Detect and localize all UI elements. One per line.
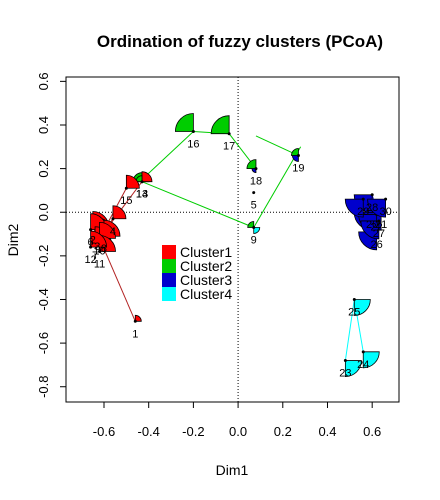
chart-title: Ordination of fuzzy clusters (PCoA) [97,32,383,51]
legend-swatch-1 [162,245,176,259]
point-label-29: 29 [357,206,369,218]
y-tick-label--0.8: -0.8 [36,376,51,398]
y-tick-label-0.4: 0.4 [36,116,51,134]
point-label-18: 18 [250,176,262,188]
y-tick-label--0.4: -0.4 [36,288,51,310]
point-center-5 [252,191,255,194]
plot-frame [66,77,399,402]
legend-label-4: Cluster4 [180,286,232,302]
point-label-5: 5 [251,200,257,212]
y-tick-label-0.6: 0.6 [36,72,51,90]
sector-16-cluster2 [175,114,193,132]
point-center-16 [192,130,195,133]
point-label-9: 9 [251,235,257,247]
sector-4-cluster1 [113,206,126,219]
y-axis: -0.8 -0.6 -0.4 -0.2 0.0 0.2 0.4 0.6 [36,72,66,398]
point-center-25 [353,298,356,301]
point-label-23: 23 [339,368,351,380]
point-label-4: 4 [110,226,116,238]
y-tick-label-0.0: 0.0 [36,203,51,221]
x-tick-label--0.6: -0.6 [93,424,115,439]
spider-line-16 [142,132,193,180]
point-center-9 [252,226,255,229]
sector-17-cluster2 [211,116,229,134]
sector-18-cluster2 [247,160,256,169]
x-tick-label--0.2: -0.2 [182,424,204,439]
point-center-14 [140,180,143,183]
y-tick-label-0.2: 0.2 [36,160,51,178]
point-center-1 [134,320,137,323]
point-label-14: 14 [136,189,148,201]
point-label-17: 17 [223,141,235,153]
sector-14-cluster1 [142,172,152,182]
point-center-15 [125,187,128,190]
point-center-19 [297,154,300,157]
point-label-27: 27 [373,228,385,240]
point-label-25: 25 [348,306,360,318]
point-center-23 [344,359,347,362]
legend-swatch-3 [162,273,176,287]
point-label-26: 26 [371,239,383,251]
point-center-17 [228,132,231,135]
x-tick-label-0.4: 0.4 [318,424,336,439]
y-axis-label: Dim2 [5,223,21,256]
point-label-19: 19 [292,163,304,175]
point-center-18 [254,167,257,170]
point-label-15: 15 [120,195,132,207]
legend-swatch-2 [162,259,176,273]
spider-line-13 [142,182,254,228]
x-tick-label-0.0: 0.0 [229,424,247,439]
x-tick-label-0.6: 0.6 [363,424,381,439]
y-tick-label--0.6: -0.6 [36,332,51,354]
point-label-30: 30 [379,206,391,218]
y-tick-label--0.2: -0.2 [36,245,51,267]
x-tick-label-0.2: 0.2 [274,424,292,439]
point-center-4 [111,217,114,220]
point-center-24 [362,350,365,353]
legend-swatch-4 [162,287,176,301]
reference-lines [66,77,399,402]
x-tick-label--0.4: -0.4 [137,424,159,439]
point-label-12: 12 [84,254,96,266]
x-axis: -0.6 -0.4 -0.2 0.0 0.2 0.4 0.6 [93,402,381,439]
point-label-1: 1 [132,328,138,340]
point-label-16: 16 [187,139,199,151]
point-center-30 [384,198,387,201]
point-center-29 [362,198,365,201]
x-axis-label: Dim1 [216,462,249,478]
point-center-28 [371,193,374,196]
point-label-24: 24 [357,359,369,371]
